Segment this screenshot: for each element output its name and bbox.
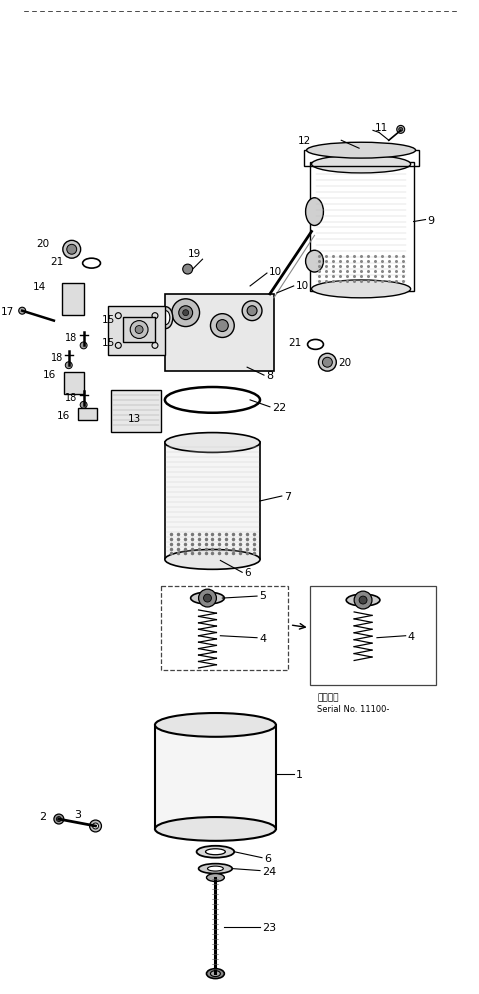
Text: 18: 18 [66,393,78,403]
Bar [165,294,274,372]
Ellipse shape [206,969,224,979]
Text: 10: 10 [269,266,282,276]
Bar [309,586,436,686]
Circle shape [19,308,26,315]
Text: 1: 1 [296,769,303,779]
Ellipse shape [206,874,224,882]
Circle shape [80,402,87,409]
Text: 7: 7 [284,491,291,502]
Bar [112,391,161,432]
Circle shape [135,326,143,334]
Text: 15: 15 [102,338,115,348]
Text: 4: 4 [259,633,266,643]
Text: 21: 21 [51,256,64,267]
Text: 20: 20 [36,240,49,249]
Text: 10: 10 [296,280,309,290]
Circle shape [172,299,200,327]
Bar [64,373,84,395]
Circle shape [92,823,99,829]
Text: 6: 6 [244,568,251,578]
Circle shape [65,363,72,370]
Circle shape [247,306,257,316]
Text: 16: 16 [43,370,56,380]
Circle shape [80,343,87,350]
Circle shape [319,354,336,372]
Ellipse shape [307,143,416,159]
Ellipse shape [311,156,411,174]
Text: 17: 17 [1,306,14,316]
Text: 21: 21 [288,338,302,348]
Circle shape [179,306,193,320]
Circle shape [199,589,217,607]
Text: 13: 13 [128,414,141,423]
Bar [304,151,419,167]
Bar [309,163,413,291]
Circle shape [217,320,228,332]
Circle shape [54,814,64,824]
Circle shape [182,264,193,274]
Circle shape [182,310,189,316]
Ellipse shape [196,846,234,858]
Bar [78,409,98,420]
Bar [62,283,84,315]
Text: 14: 14 [33,281,46,291]
Circle shape [359,596,367,604]
Ellipse shape [210,971,220,977]
Circle shape [397,126,405,134]
Text: 3: 3 [75,809,81,819]
Circle shape [204,594,211,602]
Text: 15: 15 [102,314,115,324]
Bar [155,726,276,829]
Circle shape [354,591,372,609]
Circle shape [67,246,77,255]
Text: Serial No. 11100-: Serial No. 11100- [318,705,390,714]
Ellipse shape [191,592,224,604]
Text: 4: 4 [408,631,415,641]
Text: 23: 23 [262,922,276,932]
Bar [165,443,260,560]
Text: 20: 20 [338,358,352,368]
Ellipse shape [311,280,411,298]
Ellipse shape [165,550,260,570]
Text: 16: 16 [57,411,70,420]
Text: 19: 19 [188,248,201,259]
Circle shape [63,242,80,258]
Text: 2: 2 [39,811,46,821]
Ellipse shape [346,594,380,606]
Circle shape [242,301,262,321]
Text: 6: 6 [264,853,271,863]
Text: 通用号数: 通用号数 [318,693,339,702]
Text: 18: 18 [51,353,63,363]
Circle shape [90,820,102,832]
Circle shape [399,128,403,132]
Ellipse shape [155,714,276,738]
Circle shape [130,321,148,339]
Ellipse shape [207,866,223,871]
Ellipse shape [162,311,170,325]
Text: 9: 9 [427,216,434,226]
Ellipse shape [159,307,173,329]
Circle shape [210,314,234,338]
Text: 22: 22 [272,403,286,413]
Circle shape [322,358,332,368]
Ellipse shape [199,864,232,874]
Text: 11: 11 [375,123,388,133]
Text: 5: 5 [259,590,266,600]
Bar [161,586,288,671]
Ellipse shape [155,817,276,841]
Circle shape [57,817,61,822]
Ellipse shape [205,849,225,855]
Bar [123,317,155,343]
Bar [108,306,165,356]
Text: 24: 24 [262,866,276,876]
Text: 12: 12 [298,136,311,146]
Text: 8: 8 [266,371,273,381]
Text: 18: 18 [66,333,78,343]
Ellipse shape [306,199,323,227]
Ellipse shape [165,433,260,453]
Ellipse shape [306,251,323,272]
